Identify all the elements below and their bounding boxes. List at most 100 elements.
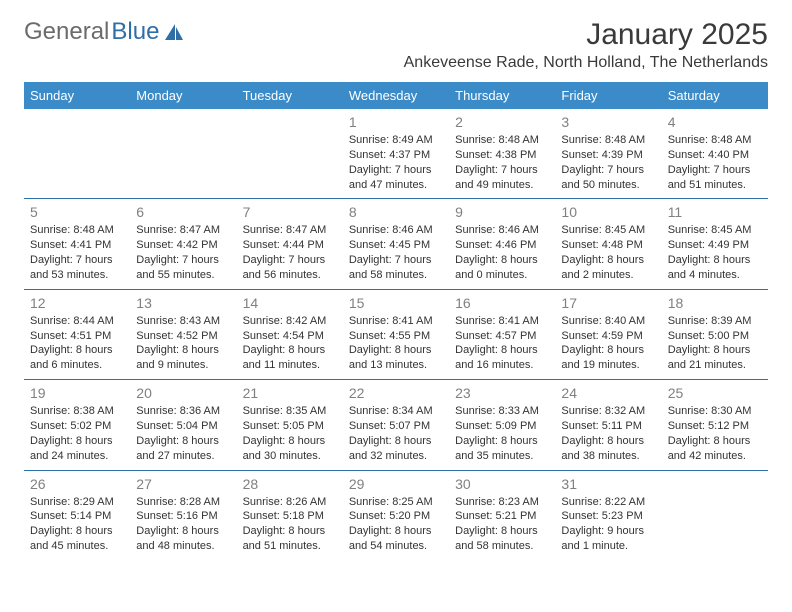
day-details: Sunrise: 8:30 AMSunset: 5:12 PMDaylight:… xyxy=(668,404,762,463)
day-details: Sunrise: 8:47 AMSunset: 4:42 PMDaylight:… xyxy=(136,223,230,282)
day-detail-line: Sunset: 5:16 PM xyxy=(136,509,230,524)
day-detail-line: Sunrise: 8:33 AM xyxy=(455,404,549,419)
page-subtitle: Ankeveense Rade, North Holland, The Neth… xyxy=(404,54,768,72)
day-number: 7 xyxy=(243,203,337,221)
day-number: 13 xyxy=(136,294,230,312)
day-number: 10 xyxy=(561,203,655,221)
day-detail-line: Daylight: 8 hours xyxy=(349,434,443,449)
day-detail-line: Sunset: 4:49 PM xyxy=(668,238,762,253)
day-cell: 27 Sunrise: 8:28 AMSunset: 5:16 PMDayligh… xyxy=(130,471,236,560)
day-detail-line: and 19 minutes. xyxy=(561,358,655,373)
day-detail-line: Sunset: 5:11 PM xyxy=(561,419,655,434)
day-detail-line: and 56 minutes. xyxy=(243,268,337,283)
day-cell: 13Sunrise: 8:43 AMSunset: 4:52 PMDayligh… xyxy=(130,290,236,379)
day-details: Sunrise: 8:28 AMSunset: 5:16 PMDaylight:… xyxy=(136,495,230,554)
day-detail-line: Daylight: 9 hours xyxy=(561,524,655,539)
day-detail-line: Daylight: 8 hours xyxy=(561,434,655,449)
day-details: Sunrise: 8:39 AMSunset: 5:00 PMDaylight:… xyxy=(668,314,762,373)
day-detail-line: Sunrise: 8:42 AM xyxy=(243,314,337,329)
day-cell: 9Sunrise: 8:46 AMSunset: 4:46 PMDaylight… xyxy=(449,199,555,288)
day-detail-line: Daylight: 7 hours xyxy=(668,163,762,178)
day-detail-line: and 47 minutes. xyxy=(349,178,443,193)
day-detail-line: Sunset: 5:20 PM xyxy=(349,509,443,524)
day-detail-line: and 35 minutes. xyxy=(455,449,549,464)
day-number: 15 xyxy=(349,294,443,312)
day-number: 30 xyxy=(455,475,549,493)
day-detail-line: Sunset: 5:21 PM xyxy=(455,509,549,524)
day-number: 25 xyxy=(668,384,762,402)
day-detail-line: Sunset: 5:12 PM xyxy=(668,419,762,434)
day-detail-line: Sunset: 4:44 PM xyxy=(243,238,337,253)
day-detail-line: Daylight: 8 hours xyxy=(561,253,655,268)
day-detail-line: Sunset: 4:51 PM xyxy=(30,329,124,344)
day-detail-line: Sunrise: 8:23 AM xyxy=(455,495,549,510)
day-detail-line: and 24 minutes. xyxy=(30,449,124,464)
day-details: Sunrise: 8:35 AMSunset: 5:05 PMDaylight:… xyxy=(243,404,337,463)
day-detail-line: Sunset: 5:04 PM xyxy=(136,419,230,434)
day-detail-line: and 21 minutes. xyxy=(668,358,762,373)
day-detail-line: Sunrise: 8:22 AM xyxy=(561,495,655,510)
calendar: SundayMondayTuesdayWednesdayThursdayFrid… xyxy=(24,82,768,560)
day-detail-line: Sunset: 4:52 PM xyxy=(136,329,230,344)
day-detail-line: Sunrise: 8:26 AM xyxy=(243,495,337,510)
day-detail-line: Sunrise: 8:29 AM xyxy=(30,495,124,510)
day-details: Sunrise: 8:48 AMSunset: 4:38 PMDaylight:… xyxy=(455,133,549,192)
week-row: 12Sunrise: 8:44 AMSunset: 4:51 PMDayligh… xyxy=(24,290,768,380)
day-cell: 22Sunrise: 8:34 AMSunset: 5:07 PMDayligh… xyxy=(343,380,449,469)
day-detail-line: Daylight: 7 hours xyxy=(243,253,337,268)
day-detail-line: Daylight: 7 hours xyxy=(136,253,230,268)
week-row: 5Sunrise: 8:48 AMSunset: 4:41 PMDaylight… xyxy=(24,199,768,289)
day-number: 31 xyxy=(561,475,655,493)
day-cell xyxy=(662,471,768,560)
day-detail-line: Sunrise: 8:28 AM xyxy=(136,495,230,510)
day-details: Sunrise: 8:25 AMSunset: 5:20 PMDaylight:… xyxy=(349,495,443,554)
day-number: 23 xyxy=(455,384,549,402)
day-detail-line: Sunrise: 8:30 AM xyxy=(668,404,762,419)
day-detail-line: Sunrise: 8:44 AM xyxy=(30,314,124,329)
week-row: 19Sunrise: 8:38 AMSunset: 5:02 PMDayligh… xyxy=(24,380,768,470)
day-detail-line: and 30 minutes. xyxy=(243,449,337,464)
week-row: 26Sunrise: 8:29 AMSunset: 5:14 PMDayligh… xyxy=(24,471,768,560)
day-detail-line: Daylight: 8 hours xyxy=(30,524,124,539)
day-detail-line: Sunset: 4:39 PM xyxy=(561,148,655,163)
day-detail-line: and 54 minutes. xyxy=(349,539,443,554)
day-detail-line: Sunrise: 8:49 AM xyxy=(349,133,443,148)
day-detail-line: and 27 minutes. xyxy=(136,449,230,464)
day-detail-line: Daylight: 8 hours xyxy=(349,524,443,539)
day-detail-line: Sunrise: 8:45 AM xyxy=(668,223,762,238)
day-detail-line: Sunset: 4:46 PM xyxy=(455,238,549,253)
day-details: Sunrise: 8:26 AMSunset: 5:18 PMDaylight:… xyxy=(243,495,337,554)
day-details: Sunrise: 8:42 AMSunset: 4:54 PMDaylight:… xyxy=(243,314,337,373)
day-number: 3 xyxy=(561,113,655,131)
day-detail-line: and 48 minutes. xyxy=(136,539,230,554)
day-detail-line: Daylight: 7 hours xyxy=(349,253,443,268)
day-detail-line: Sunset: 4:54 PM xyxy=(243,329,337,344)
brand-text-part1: General xyxy=(24,18,109,46)
day-details: Sunrise: 8:33 AMSunset: 5:09 PMDaylight:… xyxy=(455,404,549,463)
day-details: Sunrise: 8:29 AMSunset: 5:14 PMDaylight:… xyxy=(30,495,124,554)
day-number: 19 xyxy=(30,384,124,402)
day-detail-line: Sunrise: 8:46 AM xyxy=(455,223,549,238)
day-cell xyxy=(24,109,130,198)
day-number: 27 xyxy=(136,475,230,493)
day-detail-line: Sunset: 5:02 PM xyxy=(30,419,124,434)
day-cell: 20Sunrise: 8:36 AMSunset: 5:04 PMDayligh… xyxy=(130,380,236,469)
day-cell: 17Sunrise: 8:40 AMSunset: 4:59 PMDayligh… xyxy=(555,290,661,379)
day-detail-line: and 55 minutes. xyxy=(136,268,230,283)
dow-cell: Thursday xyxy=(449,82,555,109)
day-detail-line: and 6 minutes. xyxy=(30,358,124,373)
day-detail-line: and 4 minutes. xyxy=(668,268,762,283)
dow-cell: Sunday xyxy=(24,82,130,109)
day-detail-line: Sunset: 4:48 PM xyxy=(561,238,655,253)
day-cell xyxy=(237,109,343,198)
day-number: 17 xyxy=(561,294,655,312)
day-cell: 19Sunrise: 8:38 AMSunset: 5:02 PMDayligh… xyxy=(24,380,130,469)
day-cell xyxy=(130,109,236,198)
day-cell: 26Sunrise: 8:29 AMSunset: 5:14 PMDayligh… xyxy=(24,471,130,560)
day-detail-line: and 32 minutes. xyxy=(349,449,443,464)
brand-logo: GeneralBlue xyxy=(24,18,185,46)
day-cell: 21Sunrise: 8:35 AMSunset: 5:05 PMDayligh… xyxy=(237,380,343,469)
day-detail-line: Daylight: 8 hours xyxy=(349,343,443,358)
day-cell: 1Sunrise: 8:49 AMSunset: 4:37 PMDaylight… xyxy=(343,109,449,198)
day-detail-line: and 0 minutes. xyxy=(455,268,549,283)
